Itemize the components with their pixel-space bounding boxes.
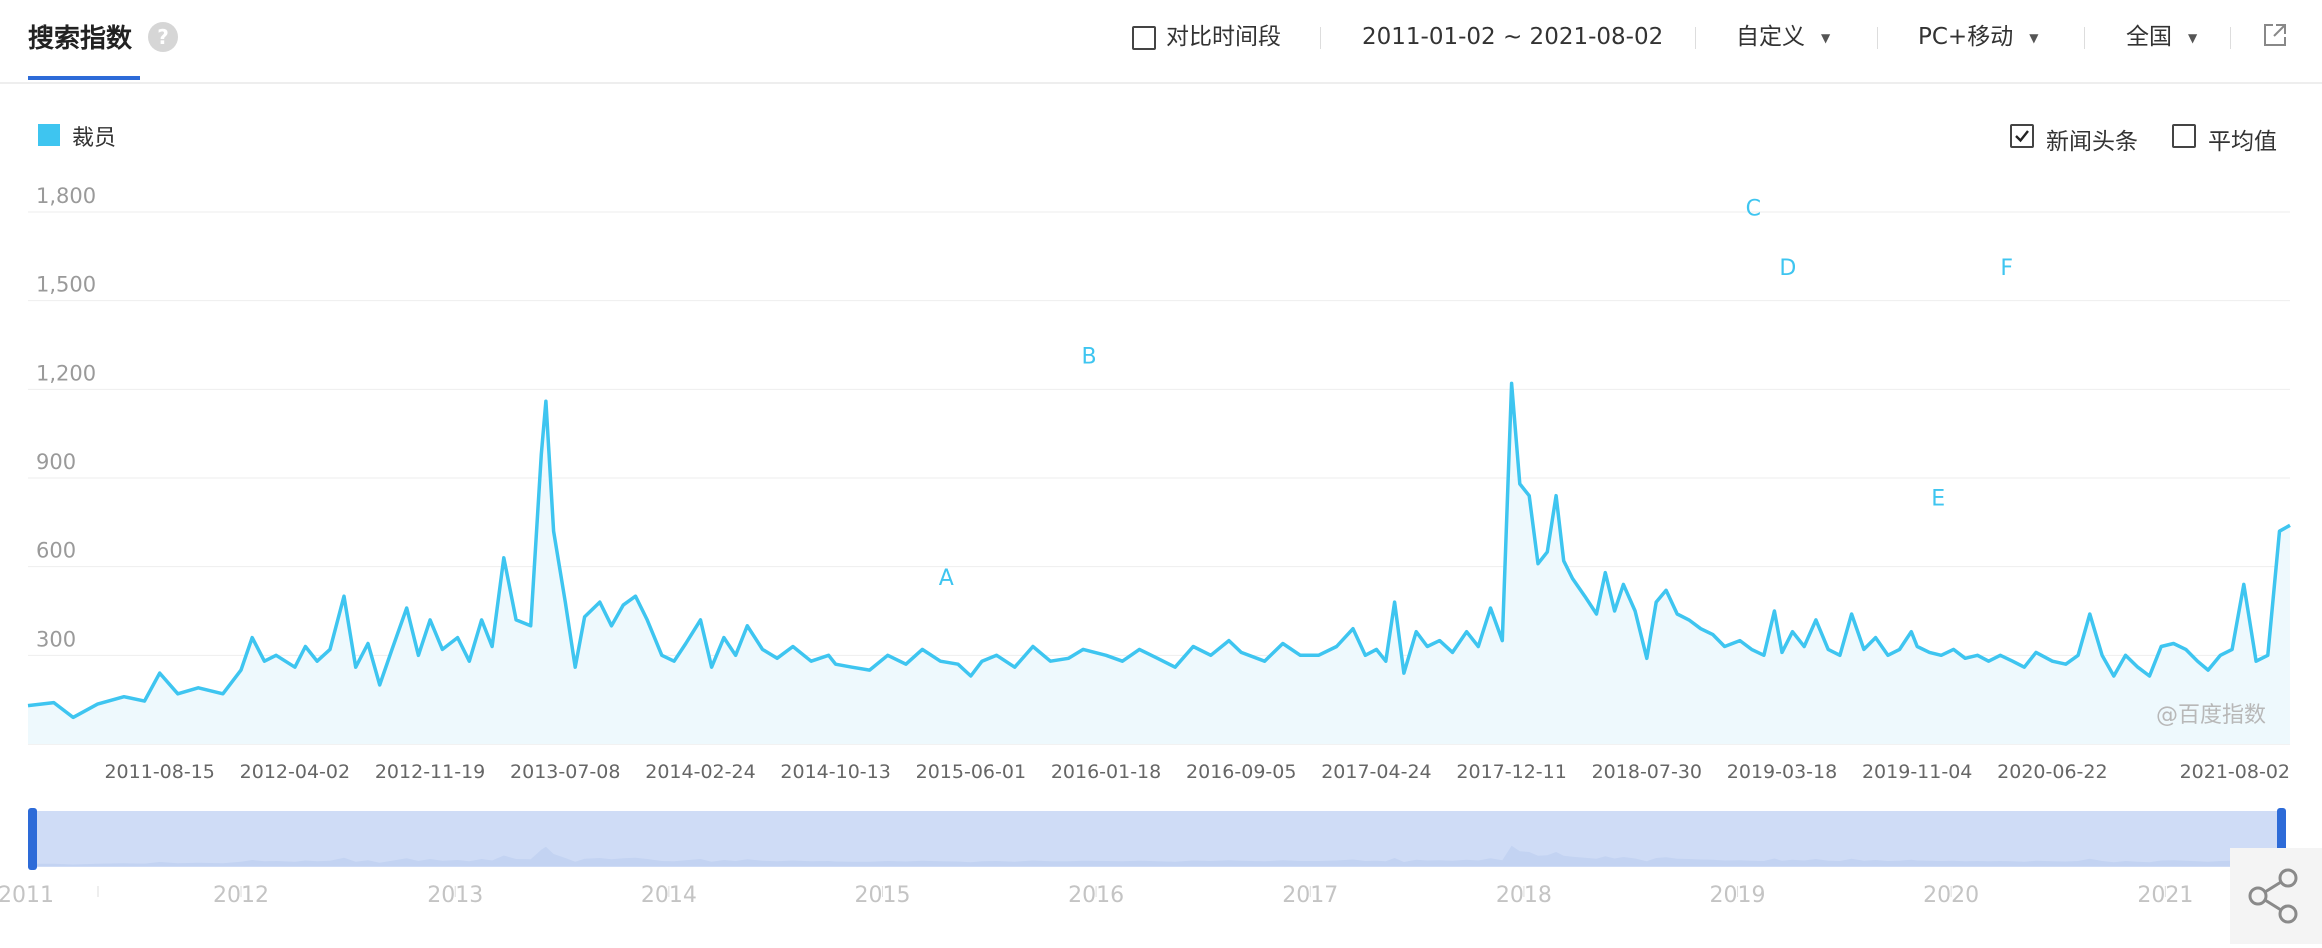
y-tick-label: 1,200 — [36, 361, 96, 385]
news-marker-f: F — [2000, 256, 2013, 281]
mode-select-value: 自定义 — [1736, 24, 1805, 50]
x-tick-label: 2011-08-15 — [104, 761, 214, 783]
series-line — [27, 381, 2291, 720]
legend-swatch — [38, 124, 60, 146]
divider — [2084, 27, 2085, 49]
y-tick-label: 300 — [36, 627, 76, 651]
mode-select[interactable]: 自定义 ▼ — [1736, 22, 1830, 52]
divider — [2230, 27, 2231, 49]
x-tick-label: 2018-07-30 — [1592, 761, 1702, 783]
x-tick-label: 2013-07-08 — [510, 761, 620, 783]
range-handle-left[interactable] — [28, 808, 37, 870]
news-label[interactable]: 新闻头条 — [2046, 129, 2138, 155]
news-marker-e: E — [1931, 486, 1945, 511]
date-range[interactable]: 2011-01-02 ~ 2021-08-02 — [1362, 24, 1664, 50]
compare-checkbox[interactable] — [1132, 26, 1156, 50]
news-checkbox[interactable] — [2010, 124, 2034, 148]
device-select-value: PC+移动 — [1918, 24, 2014, 50]
divider — [1877, 27, 1878, 49]
x-tick-label: 2012-04-02 — [240, 761, 350, 783]
x-tick-label: 2014-02-24 — [645, 761, 755, 783]
chevron-down-icon: ▼ — [2188, 30, 2198, 45]
x-tick-label: 2012-11-19 — [375, 761, 485, 783]
y-tick-label: 1,800 — [36, 184, 96, 208]
title-underline — [28, 76, 140, 80]
range-slider-track — [32, 811, 2282, 867]
x-tick-label: 2015-06-01 — [916, 761, 1026, 783]
news-marker-d: D — [1779, 256, 1796, 281]
help-icon[interactable]: ? — [148, 22, 178, 52]
range-overview-area — [28, 845, 2290, 866]
news-marker-b: B — [1082, 344, 1097, 369]
x-tick-label: 2019-03-18 — [1727, 761, 1837, 783]
x-tick-label: 2014-10-13 — [780, 761, 890, 783]
share-icon — [2248, 868, 2298, 924]
chevron-down-icon: ▼ — [2029, 30, 2039, 45]
divider — [1695, 27, 1696, 49]
x-tick-label: 2021-08-02 — [2180, 761, 2290, 783]
header-bar: 搜索指数 ? 对比时间段 2011-01-02 ~ 2021-08-02 自定义… — [0, 0, 2322, 84]
x-tick-label: 2016-01-18 — [1051, 761, 1161, 783]
page-title: 搜索指数 — [28, 24, 133, 54]
series-area — [28, 383, 2290, 744]
x-tick-label: 2017-04-24 — [1321, 761, 1431, 783]
region-select[interactable]: 全国 ▼ — [2126, 22, 2197, 52]
device-select[interactable]: PC+移动 ▼ — [1918, 22, 2038, 52]
news-marker-c: C — [1746, 197, 1761, 222]
chevron-down-icon: ▼ — [1821, 30, 1831, 45]
legend-series-label[interactable]: 裁员 — [72, 126, 117, 151]
x-tick-label: 2019-11-04 — [1862, 761, 1972, 783]
share-button[interactable] — [2230, 848, 2322, 944]
y-tick-label: 900 — [36, 450, 76, 474]
region-select-value: 全国 — [2126, 24, 2172, 50]
y-tick-label: 1,500 — [36, 273, 96, 297]
average-label[interactable]: 平均值 — [2208, 129, 2277, 155]
average-checkbox[interactable] — [2172, 124, 2196, 148]
x-tick-label: 2017-12-11 — [1456, 761, 1566, 783]
divider — [1320, 27, 1321, 49]
news-marker-a: A — [939, 566, 954, 591]
x-tick-label: 2016-09-05 — [1186, 761, 1296, 783]
watermark: @百度指数 — [2156, 703, 2267, 728]
export-icon[interactable] — [2262, 22, 2288, 48]
overview-year-label: 2011 — [0, 883, 54, 908]
compare-label[interactable]: 对比时间段 — [1166, 24, 1281, 50]
y-tick-label: 600 — [36, 539, 76, 563]
x-tick-label: 2020-06-22 — [1997, 761, 2107, 783]
check-icon — [2015, 130, 2029, 143]
